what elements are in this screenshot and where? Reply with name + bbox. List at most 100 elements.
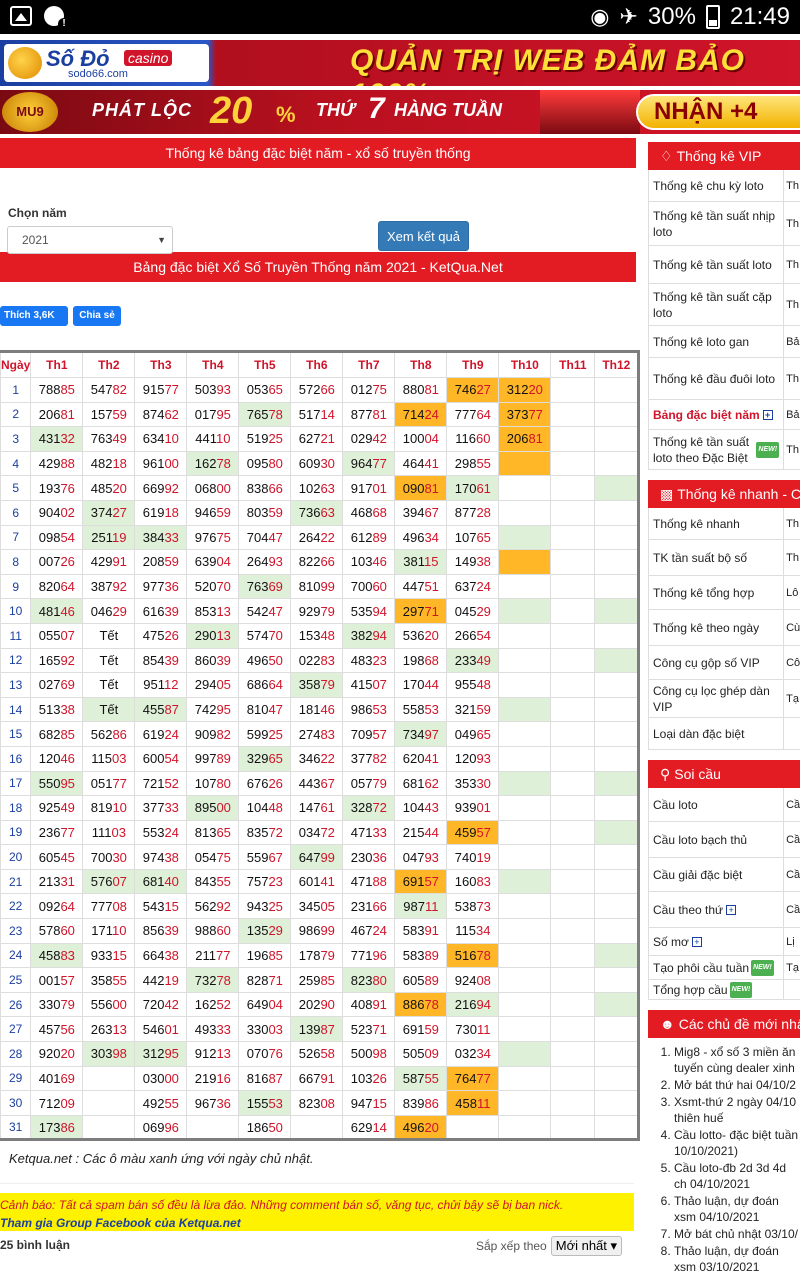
topic-link[interactable]: Thảo luận, dự đoán xsm 03/10/2021 xyxy=(674,1243,800,1275)
year-select[interactable]: 2021 ▼ xyxy=(7,226,173,254)
result-cell: 55600 xyxy=(82,991,136,1018)
sidebar-item-sub[interactable] xyxy=(784,718,800,749)
sidebar-item-label[interactable]: Thống kê chu kỳ loto xyxy=(649,170,785,201)
sidebar-item-label[interactable]: Cầu theo thứ + xyxy=(649,892,785,927)
sidebar-item-label[interactable]: Thống kê nhanh xyxy=(649,508,785,539)
sidebar-item-label[interactable]: Thống kê tần suất nhịp loto xyxy=(649,202,785,245)
sidebar-item[interactable]: Cầu loto Cầ xyxy=(649,788,800,822)
table-row: 30 71209 49255 96736 15553 82308 94715 83986 458… xyxy=(0,1090,640,1116)
sidebar-item-sub[interactable]: Th lot xyxy=(786,258,800,271)
sidebar-item-sub[interactable]: Lị xyxy=(786,935,795,948)
topic-link[interactable]: Thảo luận, dự đoán xsm 04/10/2021 xyxy=(674,1193,800,1225)
ad-banner-mu9[interactable]: MU9 PHÁT LỘC 20 % THỨ 7 HÀNG TUẦN NHẬN +… xyxy=(0,90,800,134)
sidebar-item-sub[interactable]: Th dà xyxy=(786,298,800,311)
promo-cta-button[interactable]: NHẬN +4 xyxy=(636,94,800,130)
result-cell: 97438 xyxy=(134,844,188,870)
sidebar-item-label[interactable]: Tổng hợp cầu NEW! xyxy=(649,980,785,999)
sidebar-item-sub[interactable]: Bả xyxy=(786,335,800,348)
sidebar-item-label[interactable]: Thống kê tần suất cặp loto xyxy=(649,284,785,325)
sort-select[interactable]: Mới nhất ▾ xyxy=(550,1236,623,1256)
topic-link[interactable]: Mig8 - xổ số 3 miền ăn tuyến cùng dealer… xyxy=(674,1044,800,1076)
result-cell: 57607 xyxy=(82,868,136,895)
sidebar-item-sub[interactable]: Th xyxy=(786,551,799,564)
topic-link[interactable]: Cầu loto-đb 2d 3d 4d ch 04/10/2021 xyxy=(674,1160,800,1192)
sidebar-item-sub[interactable]: Cù xyxy=(786,621,800,634)
sidebar-item-sub[interactable]: Tạ xyxy=(786,961,799,974)
sidebar-item[interactable]: Bảng đặc biệt năm + Bả xyxy=(649,400,800,430)
sidebar-item-label[interactable]: Bảng đặc biệt năm + xyxy=(649,400,785,429)
result-cell xyxy=(594,401,640,428)
sidebar-item[interactable]: Thống kê chu kỳ loto Th xyxy=(649,170,800,202)
result-cell: Tết xyxy=(82,696,136,723)
soi-section-header: ⚲ Soi cầu xyxy=(648,760,800,788)
sidebar-item-sub[interactable]: Cầ xyxy=(786,833,800,846)
submit-button[interactable]: Xem kết quả xyxy=(378,221,469,251)
sidebar-item-sub[interactable] xyxy=(784,980,800,999)
sidebar-item-label[interactable]: Cầu loto bạch thủ xyxy=(649,822,785,857)
result-cell: 82871 xyxy=(238,967,292,993)
sidebar-item-sub[interactable]: Cầ xyxy=(786,903,800,916)
ad-banner-sodo[interactable]: Số Đỏ casino sodo66.com QUẢN TRỊ WEB ĐẢM… xyxy=(0,40,800,86)
topic-link[interactable]: Cầu lotto- đặc biệt tuần 10/10/2021) xyxy=(674,1127,800,1159)
sidebar-item-label[interactable]: Thống kê tần suất loto xyxy=(649,246,785,283)
result-cell xyxy=(550,450,596,477)
sidebar-item-sub[interactable]: Cầ xyxy=(786,868,800,881)
sidebar-item-label[interactable]: TK tần suất bộ số xyxy=(649,540,785,575)
topic-link[interactable]: Mở bát chủ nhật 03/10/ xyxy=(674,1226,800,1242)
sidebar-item[interactable]: TK tần suất bộ số Th xyxy=(649,540,800,576)
sidebar-item-sub[interactable]: Th xyxy=(786,517,799,530)
sidebar-item-sub[interactable]: Th ⊞ xyxy=(786,372,800,385)
sidebar-item-label[interactable]: Thống kê đầu đuôi loto xyxy=(649,358,785,399)
sidebar-item-sub[interactable]: Bả xyxy=(786,408,800,421)
sidebar-item-label[interactable]: Thống kê loto gan xyxy=(649,326,785,357)
topic-link[interactable]: Xsmt-thứ 2 ngày 04/10 thiên huế xyxy=(674,1094,800,1126)
sidebar-item[interactable]: Tạo phôi cầu tuần NEW! Tạ xyxy=(649,956,800,980)
sidebar-item-label[interactable]: Loại dàn đặc biệt xyxy=(649,718,785,749)
sidebar-item[interactable]: Số mơ + Lị xyxy=(649,928,800,956)
sidebar-item[interactable]: Công cụ gộp số VIP Cô xyxy=(649,646,800,680)
sidebar-item-label[interactable]: Công cụ lọc ghép dàn VIP xyxy=(649,680,785,717)
sidebar-item-label[interactable]: Cầu giải đặc biệt xyxy=(649,858,785,891)
sidebar-item-sub[interactable]: Th đặ xyxy=(786,217,800,230)
sidebar-item-label[interactable]: Số mơ + xyxy=(649,928,785,955)
sidebar-item[interactable]: Loại dàn đặc biệt xyxy=(649,718,800,750)
sidebar-item-sub[interactable]: Th th xyxy=(786,443,800,456)
sidebar-item-label[interactable]: Cầu loto xyxy=(649,788,785,821)
sidebar-item-sub[interactable]: Cầ xyxy=(786,798,800,811)
sidebar-item[interactable]: Thống kê tổng hợp Lô xyxy=(649,576,800,610)
sidebar-item[interactable]: Cầu loto bạch thủ Cầ xyxy=(649,822,800,858)
column-header: Th8 xyxy=(394,351,448,378)
sidebar-item[interactable]: Tổng hợp cầu NEW! xyxy=(649,980,800,1000)
facebook-like-button[interactable]: Thích 3,6K xyxy=(0,306,68,326)
sidebar-item[interactable]: Thống kê nhanh Th xyxy=(649,508,800,540)
sidebar-item[interactable]: Cầu giải đặc biệt Cầ xyxy=(649,858,800,892)
sidebar-item-sub[interactable]: Cô xyxy=(786,656,800,669)
result-cell: 13529 xyxy=(238,918,292,944)
sidebar-item-sub[interactable]: Tạ bi xyxy=(786,692,800,705)
sidebar-item[interactable]: Cầu theo thứ + Cầ xyxy=(649,892,800,928)
result-cell: 50393 xyxy=(186,377,240,403)
sidebar-item-sub[interactable]: Lô xyxy=(786,586,799,599)
sidebar-item-label[interactable]: Tạo phôi cầu tuần NEW! xyxy=(649,956,785,979)
facebook-share-button[interactable]: Chia sẻ xyxy=(73,306,121,326)
search-icon: ⚲ xyxy=(660,766,671,782)
sidebar-item-label[interactable]: Thống kê tổng hợp xyxy=(649,576,785,609)
result-cell xyxy=(550,426,596,452)
sidebar-item-label[interactable]: Công cụ gộp số VIP xyxy=(649,646,785,679)
sidebar-item[interactable]: Thống kê theo ngày Cù xyxy=(649,610,800,646)
table-row: 6 90402 37427 61918 94659 80359 73663 46868 3946… xyxy=(0,499,640,526)
sidebar-item[interactable]: Thống kê tần suất loto theo Đặc Biệt NEW!… xyxy=(649,430,800,470)
result-cell xyxy=(498,844,552,870)
facebook-group-link[interactable]: Tham gia Group Facebook của Ketqua.net xyxy=(0,1216,241,1230)
sidebar-item[interactable]: Thống kê loto gan Bả xyxy=(649,326,800,358)
sidebar-item-label[interactable]: Thống kê theo ngày xyxy=(649,610,785,645)
sidebar-item-sub[interactable]: Th xyxy=(786,179,799,192)
topic-link[interactable]: Mở bát thứ hai 04/10/2 xyxy=(674,1077,800,1093)
sidebar-item-label[interactable]: Thống kê tần suất loto theo Đặc Biệt NEW! xyxy=(649,430,785,469)
result-cell: 01275 xyxy=(342,377,396,403)
